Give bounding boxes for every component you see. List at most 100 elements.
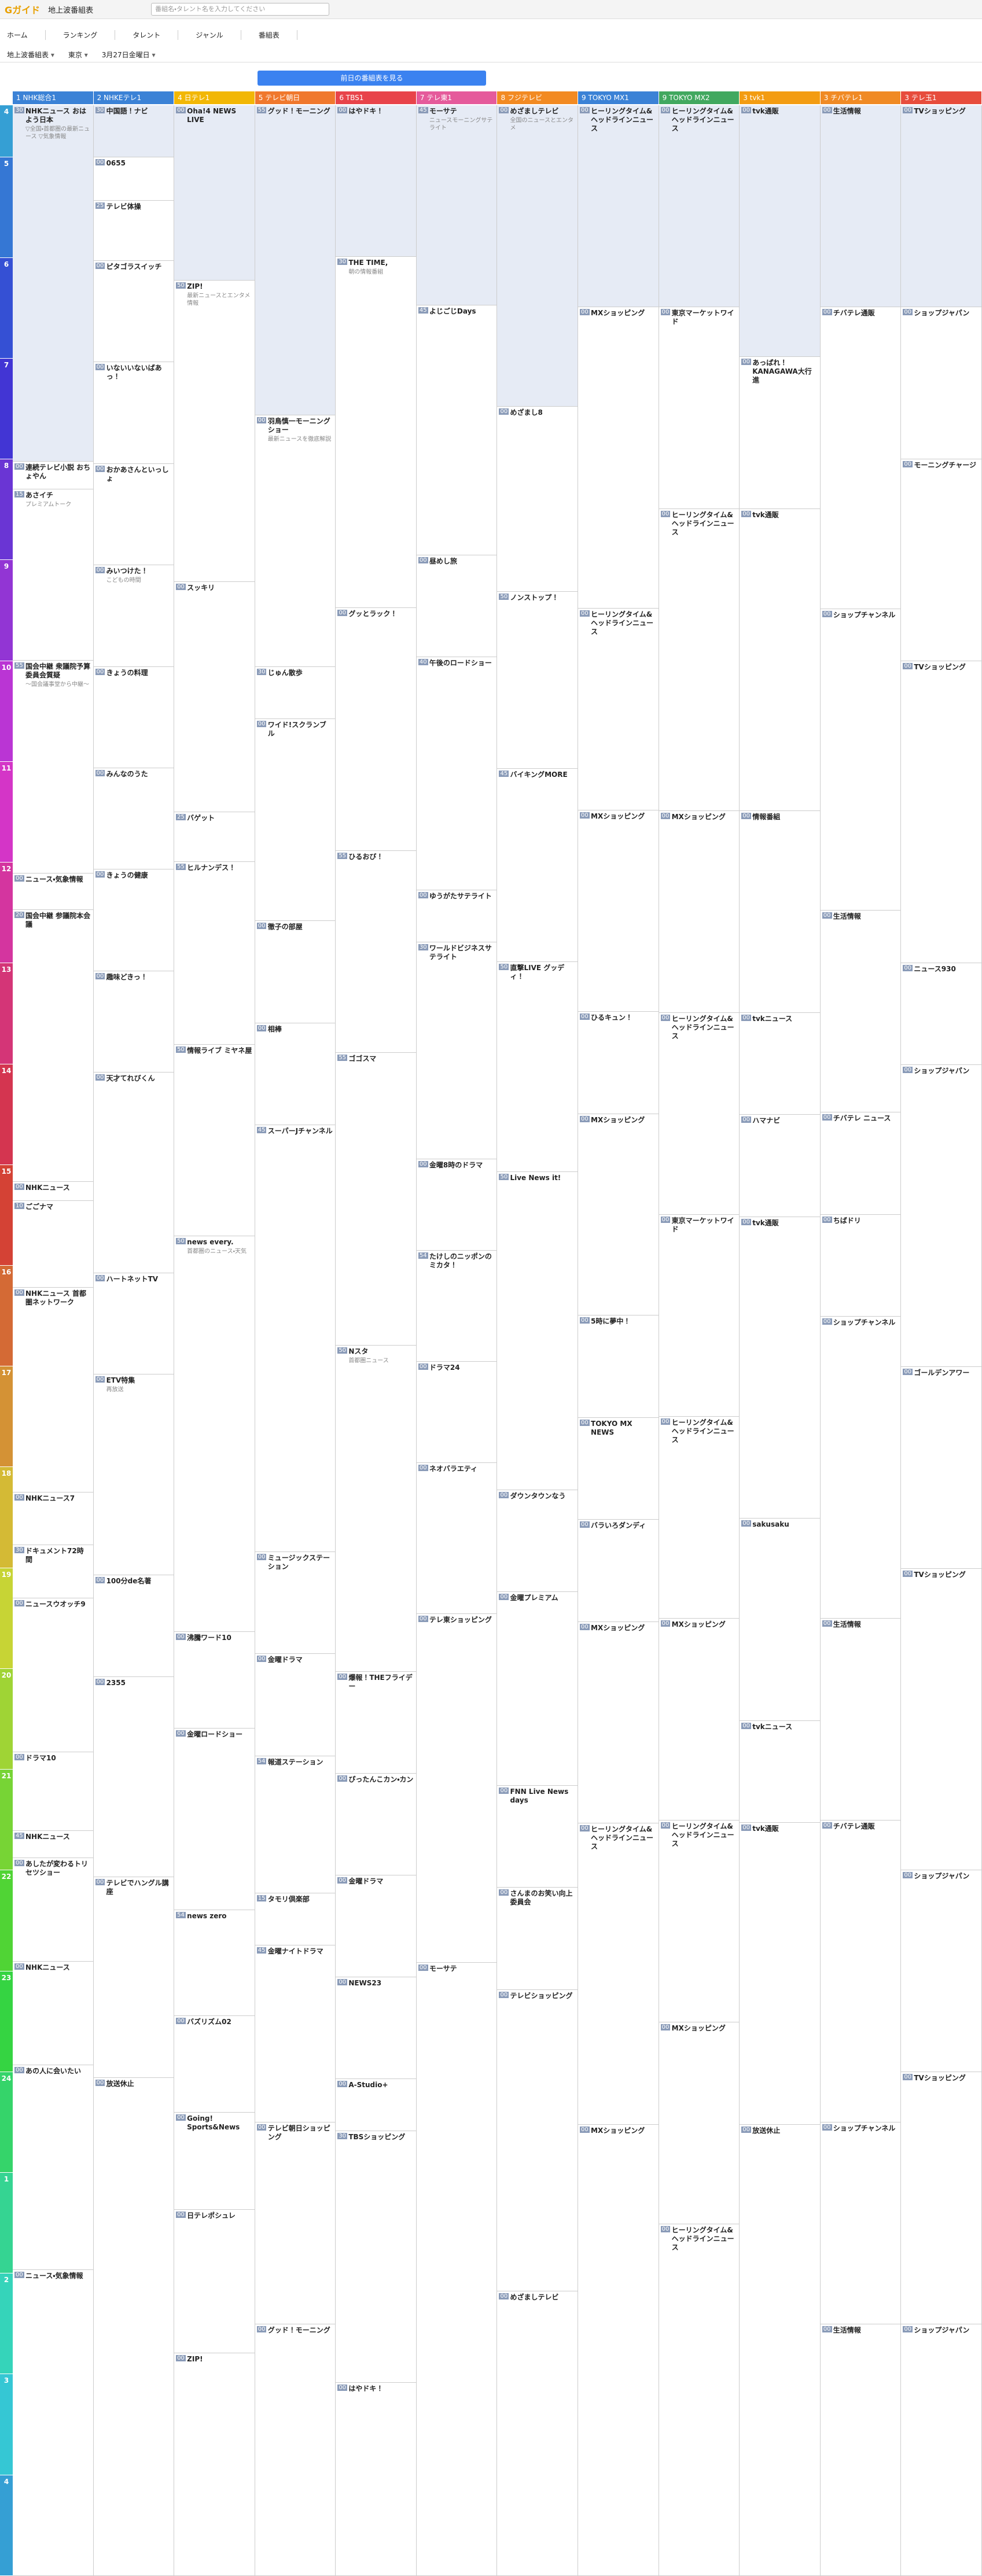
program-cell[interactable]: 15 あさイチ プレミアムトーク xyxy=(13,489,93,661)
program-cell[interactable]: 00 FNN Live News days xyxy=(497,1786,578,1888)
program-cell[interactable]: 00 ETV特集 再放送 xyxy=(93,1374,174,1576)
program-cell[interactable]: 00 あの人に会いたい xyxy=(13,2065,93,2271)
program-cell[interactable]: 00 テレビでハングル講座 xyxy=(93,1877,174,2079)
program-cell[interactable]: 00 ヒーリングタイム&ヘッドラインニュース xyxy=(578,609,659,810)
program-cell[interactable]: 00 昼めし旅 xyxy=(416,555,497,657)
channel-name[interactable]: 8 フジテレビ xyxy=(497,91,579,104)
program-cell[interactable]: 00 モーサテ xyxy=(416,1963,497,2576)
program-cell[interactable]: 00 あっぱれ！KANAGAWA大行進 xyxy=(740,357,820,510)
logo[interactable]: Gガイド xyxy=(5,5,41,16)
select[interactable]: 3月27日金曜日 xyxy=(102,50,156,60)
program-cell[interactable]: 00 さんまのお笑い向上委員会 xyxy=(497,1888,578,1990)
program-cell[interactable]: 50 Nスタ 首都圏ニュース xyxy=(336,1346,416,1672)
program-cell[interactable]: 00 ニュースウオッチ9 xyxy=(13,1598,93,1753)
program-cell[interactable]: 50 情報ライブ ミヤネ屋 xyxy=(174,1045,255,1236)
program-cell[interactable]: 20 国会中継 参議院本会議 xyxy=(13,910,93,1182)
program-cell[interactable]: 00 5時に夢中！ xyxy=(578,1315,659,1418)
prev-day-button[interactable]: 前日の番組表を見る xyxy=(258,71,486,86)
program-cell[interactable]: 00 趣味どきっ！ xyxy=(93,971,174,1073)
program-cell[interactable]: 00 テレ東ショッピング xyxy=(416,1614,497,1963)
program-cell[interactable]: 00 tvkニュース xyxy=(740,1721,820,1823)
program-cell[interactable]: 45 スーパーJチャンネル xyxy=(255,1125,336,1552)
channel-name[interactable]: 9 TOKYO MX2 xyxy=(659,91,740,104)
program-cell[interactable]: 00 MXショッピング xyxy=(578,810,659,1012)
program-cell[interactable]: 00 めざましテレビ xyxy=(497,2291,578,2576)
program-cell[interactable]: 00 NHKニュース xyxy=(13,1182,93,1202)
select[interactable]: 地上波番組表 xyxy=(7,50,54,60)
program-cell[interactable]: 00 ヒーリングタイム&ヘッドラインニュース xyxy=(578,1823,659,2125)
program-cell[interactable]: 00 ショップジャパン xyxy=(901,2324,981,2576)
program-cell[interactable]: 00 MXショッピング xyxy=(659,1619,740,1821)
program-cell[interactable]: 30 ドキュメント72時間 xyxy=(13,1545,93,1598)
program-cell[interactable]: 00 生活情報 xyxy=(820,911,901,1113)
nav-link[interactable]: ジャンル xyxy=(196,30,241,40)
program-cell[interactable]: 00 生活情報 xyxy=(820,1619,901,1821)
program-cell[interactable]: 00 金曜ドラマ xyxy=(255,1654,336,1756)
program-cell[interactable]: 00 MXショッピング xyxy=(659,2022,740,2225)
program-cell[interactable]: 00 生活情報 xyxy=(820,105,901,308)
program-cell[interactable]: 00 ダウンタウンなう xyxy=(497,1490,578,1593)
program-cell[interactable]: 00 A-Studio+ xyxy=(336,2079,416,2132)
program-cell[interactable]: 00 きょうの料理 xyxy=(93,667,174,769)
search-box[interactable]: 番組名・タレント名を入力してください xyxy=(151,3,330,16)
program-cell[interactable]: 00 連続テレビ小説 おちょやん xyxy=(13,462,93,490)
program-cell[interactable]: 00 ピタゴラスイッチ xyxy=(93,261,174,363)
program-cell[interactable]: 00 2355 xyxy=(93,1677,174,1878)
program-cell[interactable]: 00 放送休止 xyxy=(93,2078,174,2576)
program-cell[interactable]: 40 午後のロードショー xyxy=(416,657,497,891)
program-cell[interactable]: 00 NHKニュース7 xyxy=(13,1492,93,1546)
program-cell[interactable]: 00 0655 xyxy=(93,157,174,201)
program-cell[interactable]: 25 バゲット xyxy=(174,812,255,862)
program-cell[interactable]: 00 Going! Sports&News xyxy=(174,2113,255,2210)
program-cell[interactable]: 00 tvk通販 xyxy=(740,509,820,811)
program-cell[interactable]: 00 ヒーリングタイム&ヘッドラインニュース xyxy=(659,105,740,308)
program-cell[interactable]: 50 Live News it! xyxy=(497,1172,578,1491)
program-cell[interactable]: 00 ショップチャンネル xyxy=(820,2122,901,2324)
channel-name[interactable]: 6 TBS1 xyxy=(336,91,417,104)
program-cell[interactable]: 00 MXショッピング xyxy=(578,2125,659,2576)
program-cell[interactable]: 00 放送休止 xyxy=(740,2125,820,2576)
program-cell[interactable]: 00 おかあさんといっしょ xyxy=(93,464,174,566)
program-cell[interactable]: 00 金曜プレミアム xyxy=(497,1592,578,1786)
program-cell[interactable]: 00 NHKニュース 首都圏ネットワーク xyxy=(13,1288,93,1492)
channel-name[interactable]: 7 テレ東1 xyxy=(416,91,498,104)
program-cell[interactable]: 00 ハートネットTV xyxy=(93,1273,174,1375)
program-cell[interactable]: 00 MXショッピング xyxy=(659,811,740,1013)
program-cell[interactable]: 00 tvkニュース xyxy=(740,1013,820,1115)
program-cell[interactable]: 00 ミュージックステーション xyxy=(255,1552,336,1654)
program-cell[interactable]: 00 徹子の部屋 xyxy=(255,921,336,1023)
channel-name[interactable]: 2 NHKEテレ1 xyxy=(93,91,175,104)
program-cell[interactable]: 00 金曜8時のドラマ xyxy=(416,1159,497,1251)
program-cell[interactable]: 00 ZIP! xyxy=(174,2353,255,2576)
program-cell[interactable]: 00 tvk通販 xyxy=(740,105,820,358)
program-cell[interactable]: 30 中国語！ナビ xyxy=(93,105,174,157)
program-cell[interactable]: 00 ニュース・気象情報 xyxy=(13,874,93,910)
program-cell[interactable]: 00 ネオバラエティ xyxy=(416,1463,497,1615)
program-cell[interactable]: 00 きょうの健康 xyxy=(93,869,174,971)
nav-link[interactable]: タレント xyxy=(133,30,179,40)
program-cell[interactable]: 00 沸騰ワード10 xyxy=(174,1632,255,1729)
program-cell[interactable]: 00 はやドキ！ xyxy=(336,105,416,257)
program-cell[interactable]: 00 TVショッピング xyxy=(901,105,981,308)
program-cell[interactable]: 00 100分de名著 xyxy=(93,1575,174,1677)
program-cell[interactable]: 00 東京マーケットワイド xyxy=(659,307,740,510)
program-cell[interactable]: 00 爆報！THEフライデー xyxy=(336,1672,416,1774)
program-cell[interactable]: 00 バズリズム02 xyxy=(174,2016,255,2113)
program-cell[interactable]: 00 めざましテレビ 全国のニュースとエンタメ xyxy=(497,105,578,407)
program-cell[interactable]: 00 tvk通販 xyxy=(740,1217,820,1519)
program-cell[interactable]: 55 ひるおび！ xyxy=(336,851,416,1053)
program-cell[interactable]: 00 ドラマ10 xyxy=(13,1752,93,1831)
select[interactable]: 東京 xyxy=(68,50,88,60)
program-cell[interactable]: 55 国会中継 衆議院予算委員会質疑 ～国会議事堂から中継～ xyxy=(13,661,93,874)
program-cell[interactable]: 00 MXショッピング xyxy=(578,1114,659,1316)
program-cell[interactable]: 55 ヒルナンデス！ xyxy=(174,862,255,1045)
channel-name[interactable]: 5 テレビ朝日 xyxy=(255,91,336,104)
program-cell[interactable]: 55 グッド！モーニング xyxy=(255,105,336,415)
program-cell[interactable]: 00 TVショッピング xyxy=(901,2072,981,2324)
program-cell[interactable]: 00 Oha!4 NEWS LIVE xyxy=(174,105,255,281)
program-cell[interactable]: 45 金曜ナイトドラマ xyxy=(255,1945,336,2122)
program-cell[interactable]: 00 はやドキ！ xyxy=(336,2383,416,2576)
program-cell[interactable]: 15 タモリ倶楽部 xyxy=(255,1893,336,1945)
program-cell[interactable]: 10 ごごナマ xyxy=(13,1201,93,1288)
program-cell[interactable]: 00 羽鳥慎一モーニングショー 最新ニュースを徹底解説 xyxy=(255,415,336,668)
